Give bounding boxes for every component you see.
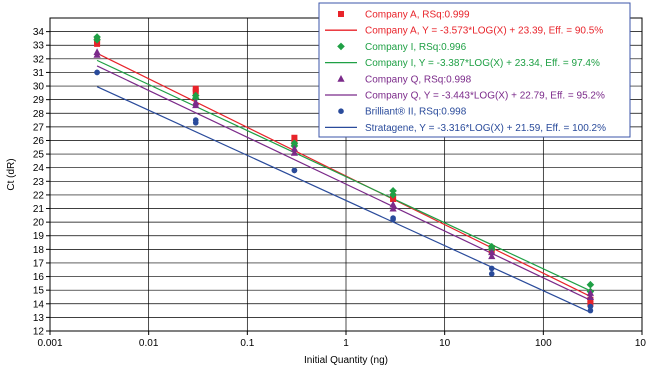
data-point	[291, 134, 298, 141]
legend-marker	[338, 11, 344, 17]
data-point	[389, 191, 397, 199]
y-tick-label: 16	[33, 272, 45, 283]
data-point	[93, 48, 101, 56]
y-tick-label: 23	[33, 177, 45, 188]
data-point	[192, 85, 199, 92]
y-tick-label: 17	[33, 258, 45, 269]
data-point	[192, 98, 200, 106]
data-point	[291, 167, 298, 174]
legend-marker	[337, 42, 345, 51]
data-point	[390, 215, 396, 221]
x-tick-label: 0.001	[37, 338, 62, 349]
data-point	[587, 307, 594, 314]
legend-label: Company Q, Y = -3.443*LOG(X) + 22.79, Ef…	[365, 91, 605, 102]
legend-label: Company A, Y = -3.573*LOG(X) + 23.39, Ef…	[365, 26, 603, 37]
y-tick-label: 26	[33, 136, 45, 147]
y-tick-label: 32	[33, 54, 45, 65]
x-tick-label: 10	[635, 338, 647, 349]
x-tick-label: 0.1	[240, 338, 254, 349]
y-tick-label: 29	[33, 95, 45, 106]
legend-marker	[337, 75, 345, 82]
x-axis-ticks: 0.001 0.01 0.1 1 10 100 10	[37, 331, 646, 349]
y-tick-label: 34	[33, 27, 45, 38]
data-points	[93, 33, 595, 314]
fit-line	[96, 52, 591, 297]
y-tick-label: 27	[33, 122, 45, 133]
fit-lines	[96, 52, 591, 313]
data-point	[586, 280, 595, 289]
y-tick-label: 28	[33, 109, 45, 120]
y-tick-label: 25	[33, 150, 45, 161]
legend-marker	[338, 108, 344, 114]
data-point	[586, 289, 595, 296]
y-tick-label: 13	[33, 313, 45, 324]
legend-box	[318, 2, 631, 138]
fit-line	[96, 65, 591, 301]
data-point	[587, 303, 594, 310]
legend-label: Company Q, RSq:0.998	[365, 74, 472, 85]
data-point	[290, 144, 299, 152]
legend: Company A, RSq:0.999 Company A, Y = -3.57…	[318, 2, 631, 138]
legend-label: Company A, RSq:0.999	[365, 10, 470, 21]
data-point	[586, 293, 595, 300]
data-point	[487, 242, 496, 251]
x-axis-label: Initial Quantity (ng)	[304, 355, 388, 366]
y-tick-label: 21	[33, 204, 45, 215]
y-tick-label: 24	[33, 163, 45, 174]
x-tick-label: 100	[535, 338, 552, 349]
fit-line	[96, 59, 591, 292]
x-tick-label: 1	[343, 338, 349, 349]
y-tick-label: 18	[33, 245, 45, 256]
x-tick-label: 10	[439, 338, 451, 349]
data-point	[389, 187, 397, 195]
y-tick-label: 30	[33, 82, 45, 93]
legend-label: Company I, RSq:0.996	[365, 42, 467, 53]
y-axis-label: Ct (dR)	[6, 158, 17, 190]
data-point	[93, 33, 101, 41]
data-point	[192, 117, 199, 123]
data-point	[389, 200, 397, 208]
data-point	[290, 148, 299, 156]
y-tick-label: 12	[33, 327, 45, 338]
fit-line	[96, 86, 591, 313]
legend-label: Brilliant® II, RSq:0.998	[365, 107, 467, 118]
data-point	[488, 271, 495, 277]
y-tick-label: 15	[33, 286, 45, 297]
legend-label: Stratagene, Y = -3.316*LOG(X) + 21.59, E…	[365, 123, 606, 134]
data-point	[290, 139, 299, 147]
data-point	[94, 69, 100, 76]
data-point	[488, 248, 496, 256]
y-tick-label: 19	[33, 231, 45, 242]
y-tick-label: 33	[33, 41, 45, 52]
data-point	[191, 91, 200, 100]
y-tick-label: 22	[33, 190, 45, 201]
data-point	[389, 204, 397, 212]
y-tick-label: 14	[33, 299, 45, 310]
legend-label: Company I, Y = -3.387*LOG(X) + 23.34, Ef…	[365, 58, 600, 69]
y-tick-label: 31	[33, 68, 45, 79]
data-point	[488, 265, 495, 272]
y-tick-label: 20	[33, 218, 45, 229]
x-tick-label: 0.01	[139, 338, 159, 349]
data-point	[488, 252, 496, 260]
y-axis-ticks: 12 13 14 15 16 17 18 19 20 21 22 23 24 25 26 27 28 29 30 31…	[33, 27, 50, 338]
